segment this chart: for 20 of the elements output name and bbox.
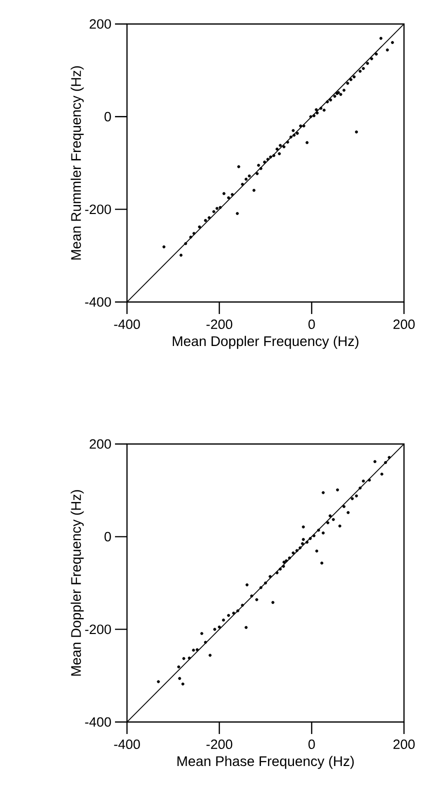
y-tick-label: 200 xyxy=(90,19,111,29)
x-tick-label: 0 xyxy=(308,320,315,330)
x-axis-title: Mean Phase Frequency (Hz) xyxy=(177,756,354,769)
x-tick-label: -200 xyxy=(206,320,232,330)
y-tick-label: -400 xyxy=(85,717,111,727)
y-tick-label: -400 xyxy=(85,297,111,307)
y-tick-label: -200 xyxy=(85,204,111,214)
y-tick-label: 200 xyxy=(90,439,111,449)
y-tick-label: 0 xyxy=(104,112,111,122)
x-axis-title: Mean Doppler Frequency (Hz) xyxy=(172,336,358,349)
x-tick-label: -200 xyxy=(206,740,232,750)
x-tick-label: 200 xyxy=(393,320,415,330)
y-axis-title: Mean Rummler Frequency (Hz) xyxy=(70,66,84,260)
x-tick-label: -400 xyxy=(114,320,140,330)
x-tick-label: 0 xyxy=(308,740,315,750)
y-tick-label: -200 xyxy=(85,624,111,634)
y-axis-title: Mean Doppler Frequency (Hz) xyxy=(70,490,84,676)
y-tick-label: 0 xyxy=(104,532,111,542)
x-tick-label: -400 xyxy=(114,740,140,750)
x-tick-label: 200 xyxy=(393,740,415,750)
